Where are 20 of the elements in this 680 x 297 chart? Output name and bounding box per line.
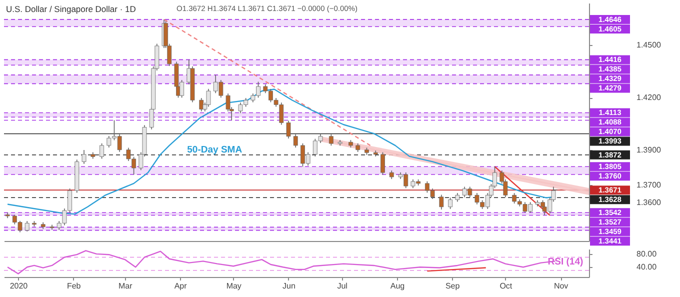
- x-tick-label: Oct: [500, 282, 513, 290]
- x-tick-label: Sep: [445, 282, 460, 290]
- x-tick-label: Nov: [554, 282, 568, 290]
- x-tick-label: Feb: [66, 282, 82, 290]
- y-tick-label: 1.4200: [636, 93, 662, 102]
- x-tick-label: May: [226, 282, 242, 290]
- y-tick-label: 80.00: [636, 249, 658, 258]
- x-tick-label: Aug: [390, 282, 405, 290]
- y-tick-label: 1.3600: [636, 198, 662, 207]
- x-tick-label: Mar: [118, 282, 133, 290]
- x-tick-label: 2020: [10, 282, 28, 290]
- y-tick-label: 1.4500: [636, 40, 662, 50]
- x-tick-label: Apr: [174, 282, 188, 290]
- y-tick-label: 1.3700: [636, 180, 662, 190]
- x-tick-label: Jul: [337, 282, 348, 290]
- chart-title: U.S. Dollar / Singapore Dollar · 1D: [6, 4, 136, 14]
- annotation: 50-Day SMA: [187, 144, 242, 156]
- x-tick-label: Jun: [282, 282, 296, 290]
- y-tick-label: 40.00: [636, 262, 658, 272]
- y-tick-label: 1.3900: [636, 146, 662, 154]
